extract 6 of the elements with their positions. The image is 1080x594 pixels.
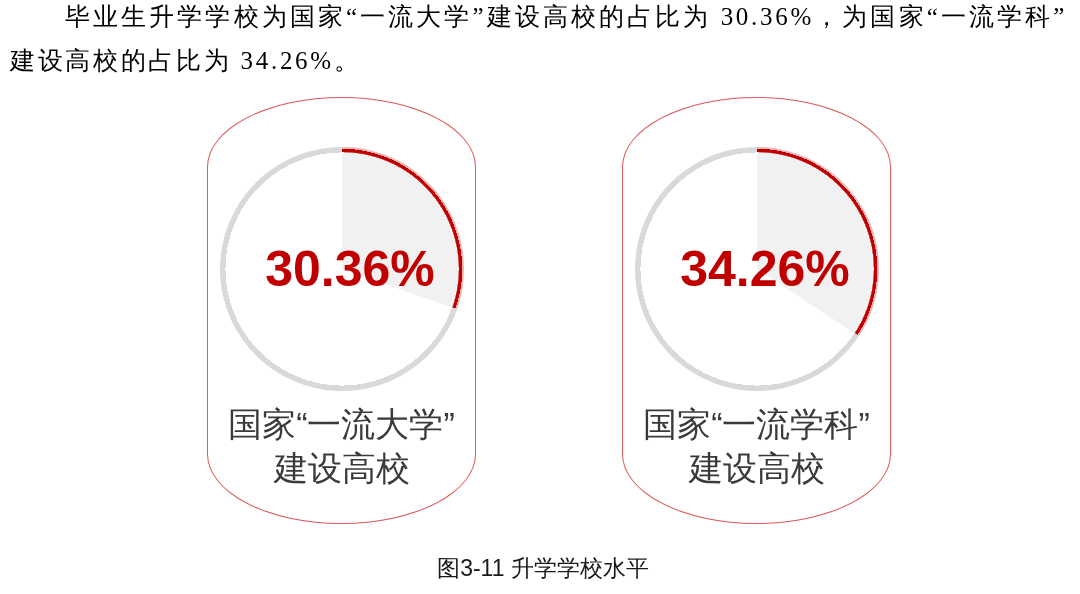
- text: 国家“一流大学”建设高校: [227, 404, 456, 489]
- text: 国家“一流学科”建设高校: [642, 404, 871, 489]
- text: 毕业生升学学校为国家“一流大学”建设高校的占比为 30.36%，为国家“一流学科”建设高校的占比为 34.26%。: [10, 2, 1067, 76]
- data-label: 34.26%: [680, 241, 850, 297]
- data-label: 30.36%: [265, 241, 435, 297]
- caption: 图3-11 升学学校水平: [436, 554, 650, 583]
